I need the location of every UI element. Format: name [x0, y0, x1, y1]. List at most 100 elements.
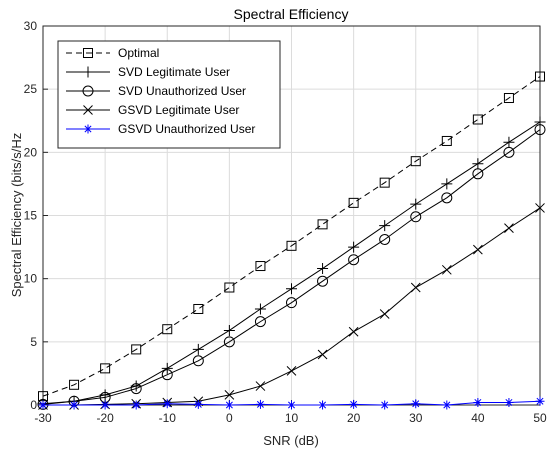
- x-tick-label: -20: [96, 411, 114, 425]
- x-tick-label: 40: [471, 411, 485, 425]
- data-point-circle: [534, 124, 546, 136]
- data-point-circle: [286, 297, 297, 309]
- data-point-circle: [379, 234, 391, 246]
- legend-label: SVD Legitimate User: [118, 65, 230, 79]
- data-point-x: [224, 390, 235, 400]
- x-tick-label: 30: [409, 411, 423, 425]
- data-point-plus: [82, 66, 94, 78]
- data-point-circle: [348, 254, 360, 266]
- data-point-x: [348, 326, 359, 337]
- data-point-x: [504, 223, 514, 233]
- data-point-square: [379, 177, 390, 188]
- data-point-asterisk: [535, 396, 545, 406]
- legend-item: Optimal: [66, 46, 159, 60]
- data-point-x: [286, 366, 297, 376]
- data-point-plus: [348, 241, 360, 253]
- data-point-square: [255, 261, 266, 272]
- data-point-plus: [379, 220, 391, 232]
- legend-box: [57, 40, 281, 149]
- data-point-asterisk: [411, 399, 421, 409]
- legend-item: SVD Legitimate User: [66, 65, 230, 79]
- series-optimal: [38, 71, 545, 402]
- data-point-circle: [317, 275, 329, 287]
- data-point-plus: [192, 343, 204, 355]
- data-point-asterisk: [380, 400, 390, 410]
- data-point-asterisk: [255, 399, 265, 409]
- data-point-circle: [254, 316, 266, 328]
- x-axis-label: SNR (dB): [263, 433, 319, 448]
- data-point-circle: [503, 146, 515, 158]
- data-point-asterisk: [287, 400, 296, 410]
- data-point-asterisk: [69, 400, 79, 410]
- series-layer: [37, 71, 546, 410]
- legend: Optimal SVD Legitimate User SVD Unauthoriz…: [57, 40, 281, 149]
- data-point-x: [410, 282, 421, 293]
- y-tick-label: 5: [30, 335, 37, 349]
- data-point-square: [131, 344, 142, 355]
- data-point-circle: [472, 168, 484, 180]
- data-point-x: [473, 244, 483, 255]
- data-point-square: [83, 48, 93, 58]
- data-point-asterisk: [162, 399, 172, 409]
- y-tick-label: 30: [24, 19, 38, 33]
- data-point-square: [162, 324, 173, 335]
- data-point-square: [224, 282, 235, 293]
- legend-label: SVD Unauthorized User: [118, 84, 246, 98]
- data-point-plus: [254, 303, 266, 315]
- data-point-circle: [161, 369, 173, 381]
- data-point-square: [441, 135, 452, 146]
- x-tick-label: 20: [347, 411, 361, 425]
- data-point-x: [317, 349, 328, 360]
- series-gsvd-unauthorized-user: [38, 396, 545, 410]
- data-point-circle: [130, 383, 142, 395]
- y-tick-label: 0: [30, 398, 37, 412]
- series-line: [42, 129, 541, 405]
- data-point-plus: [441, 178, 453, 190]
- data-point-plus: [161, 362, 173, 374]
- data-point-plus: [130, 380, 142, 392]
- data-point-x: [379, 309, 390, 319]
- data-point-plus: [99, 389, 111, 401]
- x-tick-label: 0: [226, 411, 233, 425]
- x-tick-label: 10: [285, 411, 299, 425]
- data-point-plus: [317, 263, 329, 275]
- data-point-x: [535, 203, 545, 213]
- x-axis-ticks: -30 -20 -10 0 10 20 30 40 50: [34, 400, 547, 425]
- data-point-square: [69, 379, 80, 390]
- data-point-asterisk: [131, 400, 141, 410]
- legend-label: GSVD Legitimate User: [118, 103, 239, 117]
- y-tick-label: 20: [24, 145, 38, 159]
- data-point-asterisk: [100, 400, 110, 410]
- series-line: [42, 76, 541, 397]
- data-point-circle: [223, 336, 235, 348]
- data-point-asterisk: [349, 399, 359, 409]
- series-svd-unauthorized-user: [37, 124, 546, 410]
- y-tick-label: 15: [24, 209, 38, 223]
- data-point-circle: [82, 85, 94, 97]
- data-point-x: [83, 105, 93, 115]
- data-point-square: [348, 197, 359, 208]
- data-point-square: [503, 93, 514, 104]
- data-point-asterisk: [318, 400, 328, 410]
- legend-item: GSVD Unauthorized User: [66, 122, 255, 136]
- data-point-square: [410, 156, 421, 167]
- data-point-x: [255, 381, 266, 391]
- legend-item: GSVD Legitimate User: [66, 103, 239, 117]
- data-point-asterisk: [224, 400, 234, 410]
- data-point-asterisk: [38, 400, 48, 410]
- data-point-square: [472, 114, 483, 125]
- data-point-asterisk: [473, 397, 483, 407]
- data-point-square: [535, 71, 545, 82]
- data-point-plus: [472, 158, 484, 170]
- legend-item: SVD Unauthorized User: [66, 84, 246, 98]
- x-tick-label: 50: [533, 411, 547, 425]
- data-point-plus: [503, 136, 515, 148]
- legend-label: GSVD Unauthorized User: [118, 122, 255, 136]
- data-point-asterisk: [83, 124, 93, 134]
- y-axis-label: Spectral Efficiency (bits/s/Hz: [9, 133, 24, 297]
- data-point-plus: [534, 116, 546, 128]
- data-point-square: [193, 303, 204, 314]
- data-point-asterisk: [504, 397, 514, 407]
- x-tick-label: -10: [159, 411, 177, 425]
